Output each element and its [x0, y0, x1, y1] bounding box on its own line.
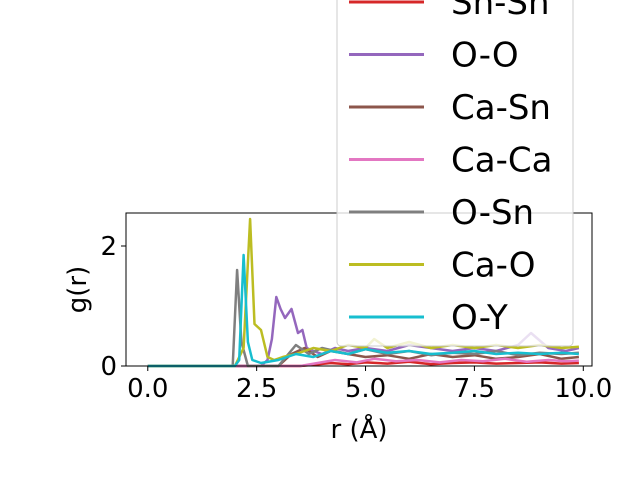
legend-frame [336, 0, 574, 347]
legend-label-o-sn: O-Sn [451, 193, 534, 233]
legend-label-sn-sn: Sn-Sn [451, 0, 550, 23]
x-tick-label: 0.0 [127, 374, 168, 404]
series-line-o-y [147, 253, 579, 368]
legend-label-ca-sn: Ca-Sn [451, 88, 551, 128]
axis-ticks: 0.0 2.5 5.0 7.5 10.0 0 2 [100, 232, 612, 404]
x-tick-label: 7.5 [454, 374, 495, 404]
y-tick-label: 2 [100, 232, 117, 262]
y-tick-label: 0 [100, 352, 117, 382]
y-axis-label: g(r) [63, 266, 93, 313]
x-axis-label: r (Å) [330, 413, 387, 445]
legend-label-o-y: O-Y [451, 298, 508, 338]
legend-label-o-o: O-O [451, 36, 519, 76]
x-tick-label: 10.0 [554, 374, 612, 404]
x-tick-label: 2.5 [236, 374, 277, 404]
legend: Sn-Sn O-O Ca-Sn Ca-Ca O-Sn Ca-O O-Y [336, 0, 574, 347]
legend-label-ca-ca: Ca-Ca [451, 141, 552, 181]
legend-label-ca-o: Ca-O [451, 246, 536, 286]
x-tick-label: 5.0 [345, 374, 386, 404]
